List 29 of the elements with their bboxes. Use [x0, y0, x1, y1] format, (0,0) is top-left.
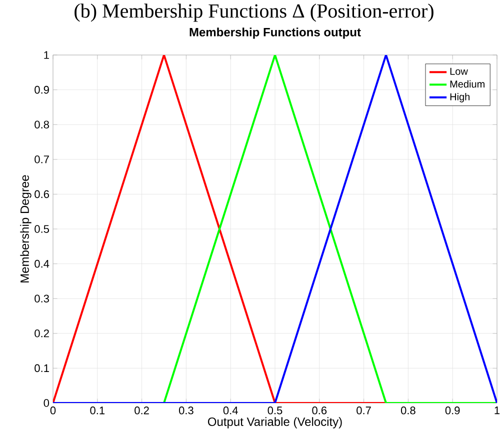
y-tick-label: 0.5 [34, 225, 50, 233]
x-axis-title: Output Variable (Velocity) [208, 417, 342, 428]
y-tick-label: 1 [44, 51, 49, 59]
x-tick-label: 1 [494, 406, 500, 414]
chart-subtitle: Membership Functions output [190, 28, 361, 39]
y-tick-label: 0.9 [34, 86, 49, 94]
legend-label: High [450, 93, 470, 102]
y-tick-label: 0.1 [34, 364, 49, 372]
x-tick-label: 0.9 [445, 406, 460, 414]
y-tick-label: 0.8 [34, 120, 49, 128]
chart-title: (b) Membership Functions Δ (Position-error) [74, 4, 434, 22]
x-tick-label: 0.6 [312, 406, 327, 414]
x-tick-label: 0.1 [90, 406, 105, 414]
y-tick-label: 0.6 [34, 190, 49, 198]
y-tick-label: 0.7 [34, 156, 49, 164]
legend-label: Low [450, 68, 468, 75]
y-tick-label: 0.4 [34, 260, 50, 268]
x-tick-label: 0.2 [134, 406, 149, 414]
x-tick-label: 0 [50, 406, 56, 414]
x-tick-label: 0.4 [223, 406, 238, 414]
legend-label: Medium [450, 80, 484, 88]
x-tick-label: 0.7 [356, 406, 371, 414]
y-tick-label: 0.2 [34, 330, 49, 338]
y-tick-label: 0.3 [34, 294, 49, 302]
y-axis-title: Membership Degree [20, 175, 32, 282]
x-tick-label: 0.8 [400, 406, 416, 414]
x-tick-label: 0.3 [178, 406, 194, 414]
x-tick-label: 0.5 [268, 406, 282, 414]
y-tick-label: 0 [44, 399, 50, 407]
